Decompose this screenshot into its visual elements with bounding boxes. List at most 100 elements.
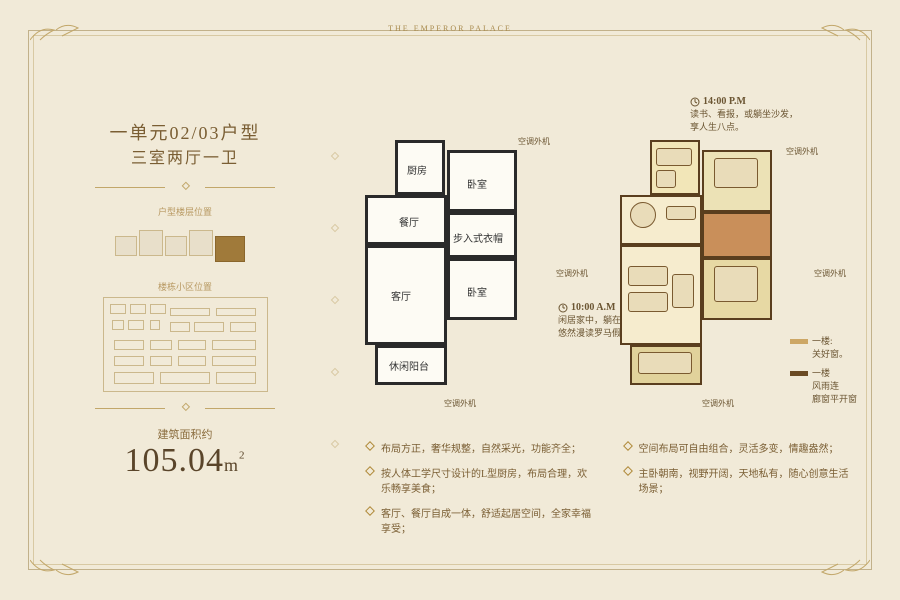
feature-text: 空间布局可自由组合，灵活多变，情趣盎然； bbox=[639, 440, 839, 455]
divider-ornament-icon bbox=[95, 185, 275, 191]
corner-flourish-icon bbox=[810, 20, 870, 42]
furniture-item bbox=[656, 170, 676, 188]
locator-block-highlighted bbox=[215, 236, 245, 262]
legend-swatch bbox=[790, 371, 808, 376]
feature-item: 空间布局可自由组合，灵活多变，情趣盎然； bbox=[623, 440, 851, 455]
building-locator-label: 户型楼层位置 bbox=[60, 205, 310, 218]
furniture-item bbox=[656, 148, 692, 166]
sitemap-block bbox=[128, 320, 144, 330]
ac-annotation: 空调外机 bbox=[702, 398, 734, 409]
furniture-item bbox=[630, 202, 656, 228]
feature-text: 主卧朝南，视野开阔，天地私有，随心创意生活场景； bbox=[639, 465, 851, 495]
corner-flourish-icon bbox=[30, 20, 90, 42]
sitemap-block bbox=[212, 356, 256, 366]
sitemap-block bbox=[150, 340, 172, 350]
furniture-item bbox=[714, 266, 758, 302]
legend-text: 风雨连 bbox=[812, 379, 870, 392]
ac-annotation: 空调外机 bbox=[556, 268, 588, 279]
diamond-bullet-icon bbox=[623, 441, 633, 451]
sitemap-block bbox=[170, 322, 190, 332]
furniture-item bbox=[628, 292, 668, 312]
ac-annotation: 空调外机 bbox=[814, 268, 846, 279]
unit-subtitle: 三室两厅一卫 bbox=[60, 147, 310, 171]
sitemap-block bbox=[150, 304, 166, 314]
bw-room-label: 客厅 bbox=[391, 288, 411, 303]
legend: 一楼: 关好窗。 一楼 风雨连 廊窗平开窗 bbox=[790, 334, 870, 405]
sitemap-block bbox=[216, 308, 256, 316]
sitemap-block bbox=[178, 340, 206, 350]
sitemap-block bbox=[112, 320, 124, 330]
floorplan-brochure-page: THE EMPEROR PALACE 一单元02/03户型 三室两厅一卫 户型楼… bbox=[0, 0, 900, 600]
left-info-column: 一单元02/03户型 三室两厅一卫 户型楼层位置 楼栋小区位置 建筑面积约 10… bbox=[60, 120, 310, 480]
bw-room-label: 餐厅 bbox=[399, 214, 419, 229]
bw-room-label: 卧室 bbox=[467, 176, 487, 191]
locator-block bbox=[139, 230, 163, 256]
furniture-item bbox=[628, 266, 668, 286]
sitemap-block bbox=[150, 356, 172, 366]
feature-item: 按人体工学尺寸设计的L型厨房，布局合理，欢乐畅享美食； bbox=[365, 465, 593, 495]
sitemap-block bbox=[130, 304, 146, 314]
feature-item: 布局方正，奢华规整，自然采光，功能齐全； bbox=[365, 440, 593, 455]
site-map-diagram bbox=[103, 297, 268, 392]
callout-time: 14:00 P.M bbox=[703, 96, 746, 107]
corner-flourish-icon bbox=[30, 558, 90, 580]
area-label: 建筑面积约 bbox=[60, 426, 310, 442]
locator-block bbox=[115, 236, 137, 256]
callout-time: 10:00 A.M bbox=[571, 302, 615, 313]
clock-icon bbox=[690, 97, 700, 107]
sitemap-block bbox=[216, 372, 256, 384]
callout-line: 享人生八点。 bbox=[690, 120, 840, 133]
furniture-item bbox=[666, 206, 696, 220]
time-callout-14pm: 14:00 P.M 读书、看报，或躺坐沙发， 享人生八点。 bbox=[690, 96, 840, 133]
frame-title-badge: THE EMPEROR PALACE bbox=[378, 24, 522, 33]
furniture-item bbox=[638, 352, 692, 374]
center-divider-ornament bbox=[332, 120, 338, 480]
feature-item: 主卧朝南，视野开阔，天地私有，随心创意生活场景； bbox=[623, 465, 851, 495]
bw-room-label: 卧室 bbox=[467, 284, 487, 299]
unit-title: 一单元02/03户型 bbox=[60, 120, 310, 147]
legend-swatch bbox=[790, 339, 808, 344]
legend-text: 一楼: bbox=[812, 336, 833, 346]
building-locator-diagram bbox=[115, 222, 255, 270]
diamond-bullet-icon bbox=[365, 441, 375, 451]
bw-room-label: 步入式衣帽 bbox=[453, 230, 503, 245]
ac-annotation: 空调外机 bbox=[786, 146, 818, 157]
locator-block bbox=[165, 236, 187, 256]
legend-text: 一楼 bbox=[812, 368, 830, 378]
diamond-bullet-icon bbox=[365, 506, 375, 516]
sitemap-block bbox=[114, 356, 144, 366]
area-unit: m bbox=[224, 455, 239, 475]
furniture-item bbox=[672, 274, 694, 308]
sitemap-block bbox=[212, 340, 256, 350]
legend-text: 关好窗。 bbox=[812, 347, 870, 360]
feature-item: 客厅、餐厅自成一体，舒适起居空间，全家幸福享受； bbox=[365, 505, 593, 535]
sitemap-block bbox=[160, 372, 210, 384]
diamond-bullet-icon bbox=[365, 466, 375, 476]
callout-line: 读书、看报，或躺坐沙发， bbox=[690, 107, 840, 120]
sitemap-block bbox=[114, 372, 154, 384]
diamond-bullet-icon bbox=[623, 466, 633, 476]
legend-text: 廊窗平开窗 bbox=[812, 392, 870, 405]
area-unit-sup: 2 bbox=[239, 450, 246, 462]
ac-annotation: 空调外机 bbox=[518, 136, 550, 147]
sitemap-block bbox=[150, 320, 160, 330]
feature-text: 布局方正，奢华规整，自然采光，功能齐全； bbox=[381, 440, 581, 455]
corner-flourish-icon bbox=[810, 558, 870, 580]
feature-text: 按人体工学尺寸设计的L型厨房，布局合理，欢乐畅享美食； bbox=[381, 465, 593, 495]
area-number: 105.04 bbox=[124, 442, 224, 479]
lineart-floorplan: 厨房餐厅客厅卧室步入式衣帽卧室休闲阳台 bbox=[365, 140, 565, 400]
locator-block bbox=[189, 230, 213, 256]
sitemap-block bbox=[178, 356, 206, 366]
bw-room-label: 厨房 bbox=[407, 162, 427, 177]
divider-ornament-icon bbox=[95, 406, 275, 412]
area-value: 105.04m2 bbox=[60, 442, 310, 480]
furniture-item bbox=[714, 158, 758, 188]
site-map-label: 楼栋小区位置 bbox=[60, 280, 310, 293]
bw-room-label: 休闲阳台 bbox=[389, 358, 429, 373]
feature-text: 客厅、餐厅自成一体，舒适起居空间，全家幸福享受； bbox=[381, 505, 593, 535]
features-list: 布局方正，奢华规整，自然采光，功能齐全； 空间布局可自由组合，灵活多变，情趣盎然… bbox=[365, 440, 850, 535]
sitemap-block bbox=[230, 322, 256, 332]
sitemap-block bbox=[114, 340, 144, 350]
sitemap-block bbox=[170, 308, 210, 316]
sitemap-block bbox=[194, 322, 224, 332]
